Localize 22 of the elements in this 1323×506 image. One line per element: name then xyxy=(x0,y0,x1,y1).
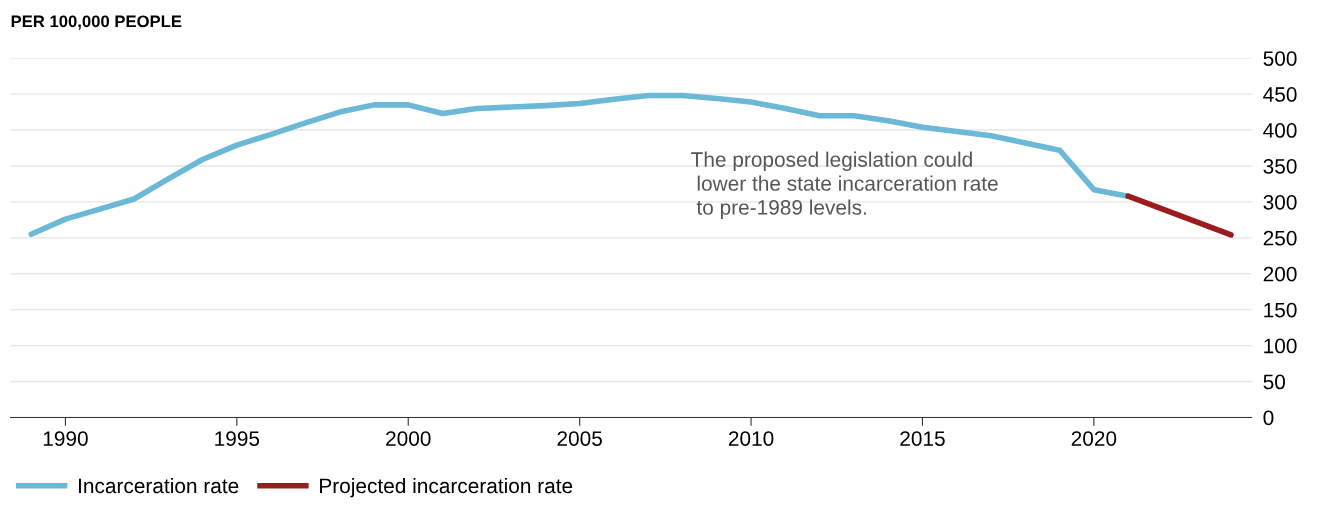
y-tick-label: 500 xyxy=(1263,51,1297,66)
annotation: The proposed legislation could lower the state incarceration rate to pre-1989 levels. xyxy=(691,151,998,219)
y-tick-label: 250 xyxy=(1263,230,1297,246)
y-tick-label: 450 xyxy=(1263,87,1297,102)
x-tick-label: 1990 xyxy=(43,431,88,446)
y-tick-label: 200 xyxy=(1263,266,1297,282)
legend-label: Incarceration rate xyxy=(79,477,239,494)
x-tick-label: 2000 xyxy=(386,431,431,446)
chart-title: PER 100,000 PEOPLE xyxy=(11,15,182,30)
y-tick-label: 350 xyxy=(1263,158,1297,174)
x-tick-label: 2020 xyxy=(1071,431,1117,446)
x-tick-label: 1995 xyxy=(215,431,260,446)
y-tick-label: 0 xyxy=(1263,410,1274,426)
y-tick-label: 300 xyxy=(1263,194,1297,210)
legend-label: Projected incarceration rate xyxy=(320,477,573,498)
y-tick-label: 50 xyxy=(1263,374,1286,390)
x-tick-label: 2010 xyxy=(728,431,774,446)
y-tick-label: 400 xyxy=(1263,123,1297,138)
x-tick-label: 2015 xyxy=(900,431,945,446)
y-tick-label: 100 xyxy=(1264,338,1297,354)
x-tick-label: 2005 xyxy=(557,431,602,446)
y-tick-label: 150 xyxy=(1264,302,1297,318)
